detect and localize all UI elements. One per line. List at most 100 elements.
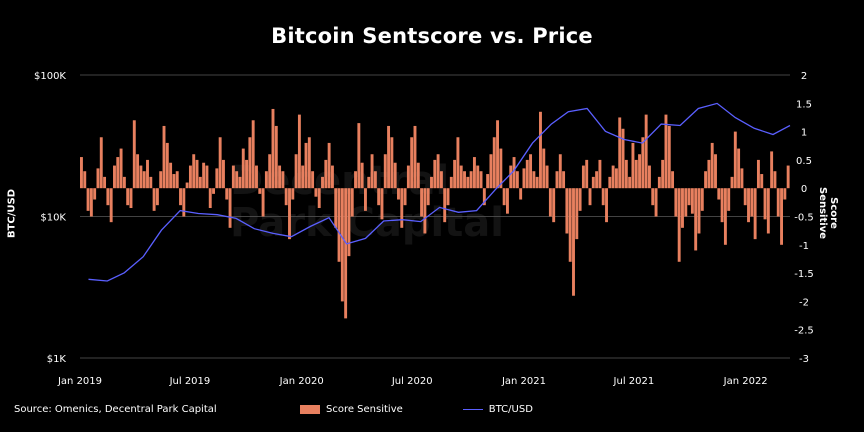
y-right-tick-label: -2 — [799, 297, 809, 308]
score-bar — [631, 142, 635, 189]
y-right-tick-label: 0 — [801, 184, 807, 195]
score-bar — [770, 151, 774, 189]
score-bar — [740, 168, 744, 189]
score-bar — [760, 174, 764, 189]
chart-title: Bitcoin Sentscore vs. Price — [271, 24, 593, 48]
score-bar — [687, 188, 691, 206]
score-bar — [542, 148, 546, 189]
score-bar — [710, 142, 714, 189]
score-bar — [354, 171, 357, 189]
score-bar — [334, 188, 338, 228]
score-bar — [400, 188, 404, 228]
legend-label-score: Score Sensitive — [326, 404, 403, 415]
y-right-tick-label: 1.5 — [796, 99, 812, 110]
score-bar — [436, 154, 440, 189]
score-bar — [720, 188, 724, 223]
score-bar — [446, 188, 450, 206]
score-bar — [416, 162, 420, 189]
score-bar — [433, 159, 437, 189]
score-bar — [370, 154, 374, 189]
legend-item-btc: BTC/USD — [462, 404, 533, 415]
score-bar — [714, 154, 717, 189]
score-bar — [773, 171, 777, 189]
y-right-tick-label: -0.5 — [794, 213, 814, 224]
score-bar — [301, 165, 305, 189]
score-bar — [783, 188, 787, 200]
score-bar — [86, 188, 90, 211]
score-bar — [426, 188, 430, 206]
score-bar — [139, 165, 143, 189]
score-bar — [291, 188, 295, 200]
score-bar — [588, 188, 592, 206]
legend-item-score: Score Sensitive — [300, 404, 403, 415]
score-bar — [486, 174, 490, 189]
score-bar — [360, 162, 364, 189]
score-bar — [231, 165, 235, 189]
score-bar — [532, 171, 536, 189]
score-bar — [383, 154, 387, 189]
score-bar — [519, 188, 523, 200]
score-bar — [129, 188, 133, 209]
score-bar — [644, 114, 648, 189]
score-bar — [621, 128, 625, 189]
score-bar — [750, 188, 754, 217]
score-bar — [208, 188, 212, 209]
score-bar — [601, 188, 605, 206]
score-bar — [350, 188, 354, 217]
x-tick-label: Jul 2020 — [391, 376, 433, 387]
score-bar — [268, 154, 272, 189]
score-bar — [776, 188, 780, 217]
score-bar — [522, 168, 526, 189]
score-bar — [578, 188, 582, 211]
score-bar — [766, 188, 770, 234]
y-right-tick-label: -3 — [799, 354, 809, 365]
score-bar — [281, 171, 285, 189]
score-bar — [222, 159, 225, 189]
score-bar — [202, 162, 206, 189]
score-bar — [172, 174, 176, 189]
score-bar — [700, 188, 704, 211]
score-bar — [116, 157, 120, 189]
score-bar — [654, 188, 658, 217]
score-bar — [723, 188, 727, 245]
y-axis-right-label: Score Sensitive — [817, 187, 839, 239]
legend-label-btc: BTC/USD — [488, 404, 533, 415]
y-left-tick-label: $100K — [34, 71, 66, 82]
score-bar — [648, 165, 651, 189]
score-bar — [496, 120, 499, 189]
score-bar — [152, 188, 156, 211]
score-bar — [565, 188, 569, 234]
score-bar — [195, 159, 199, 189]
score-bar — [628, 176, 632, 189]
score-bar — [321, 176, 324, 189]
x-tick-label: Jan 2022 — [723, 376, 768, 387]
score-bar — [119, 148, 123, 189]
score-bar — [228, 188, 232, 228]
score-bar — [466, 176, 470, 189]
score-bar — [443, 188, 447, 223]
score-bar — [99, 137, 103, 189]
score-bar — [453, 159, 457, 189]
score-bar — [142, 171, 146, 189]
score-bar — [225, 188, 229, 200]
score-bar — [264, 171, 268, 189]
score-bar — [469, 171, 473, 189]
score-bar — [393, 162, 397, 189]
score-bar — [439, 171, 443, 189]
score-bar — [324, 159, 328, 189]
score-bar — [614, 168, 618, 189]
score-bar — [410, 137, 414, 189]
score-bar — [558, 154, 562, 189]
score-bar — [707, 159, 711, 189]
x-tick-label: Jan 2019 — [57, 376, 102, 387]
score-bar — [380, 188, 384, 220]
score-bar — [661, 159, 665, 189]
legend-swatch-bar — [300, 405, 320, 414]
score-bar — [162, 125, 166, 189]
score-bar — [598, 159, 602, 189]
score-bar — [179, 188, 182, 206]
score-bar — [681, 188, 684, 228]
score-bar — [634, 159, 638, 189]
